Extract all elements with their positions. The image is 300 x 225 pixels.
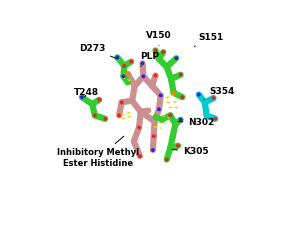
Circle shape xyxy=(212,97,215,99)
Text: T248: T248 xyxy=(74,88,99,97)
Circle shape xyxy=(162,51,164,53)
Circle shape xyxy=(177,144,179,147)
Circle shape xyxy=(179,73,182,76)
Text: V150: V150 xyxy=(146,31,172,46)
Circle shape xyxy=(175,57,178,59)
Circle shape xyxy=(139,155,141,157)
Circle shape xyxy=(94,114,96,117)
Circle shape xyxy=(152,149,154,151)
Text: PLP: PLP xyxy=(140,52,159,66)
Text: S151: S151 xyxy=(194,33,224,47)
Circle shape xyxy=(98,99,100,101)
Circle shape xyxy=(179,118,182,121)
Circle shape xyxy=(141,62,144,65)
Circle shape xyxy=(121,101,123,104)
Circle shape xyxy=(166,158,168,161)
Circle shape xyxy=(142,75,145,78)
Circle shape xyxy=(158,108,160,110)
Circle shape xyxy=(181,96,184,98)
Circle shape xyxy=(126,72,129,75)
Text: Inhibitory Methyl
Ester Histidine: Inhibitory Methyl Ester Histidine xyxy=(57,136,140,167)
Circle shape xyxy=(104,118,106,120)
Circle shape xyxy=(118,114,120,117)
Circle shape xyxy=(138,126,140,129)
Text: S354: S354 xyxy=(204,87,235,100)
Circle shape xyxy=(123,65,126,67)
Circle shape xyxy=(154,74,157,77)
Circle shape xyxy=(159,94,162,97)
Circle shape xyxy=(152,135,155,137)
Circle shape xyxy=(81,96,83,98)
Circle shape xyxy=(130,60,133,63)
Circle shape xyxy=(169,114,172,117)
Text: K305: K305 xyxy=(172,147,209,156)
Circle shape xyxy=(116,56,119,58)
Circle shape xyxy=(122,75,125,78)
Circle shape xyxy=(214,118,217,120)
Circle shape xyxy=(172,91,175,94)
Text: N302: N302 xyxy=(178,118,215,127)
Circle shape xyxy=(198,93,200,96)
Circle shape xyxy=(154,49,157,52)
Text: D273: D273 xyxy=(79,44,117,59)
